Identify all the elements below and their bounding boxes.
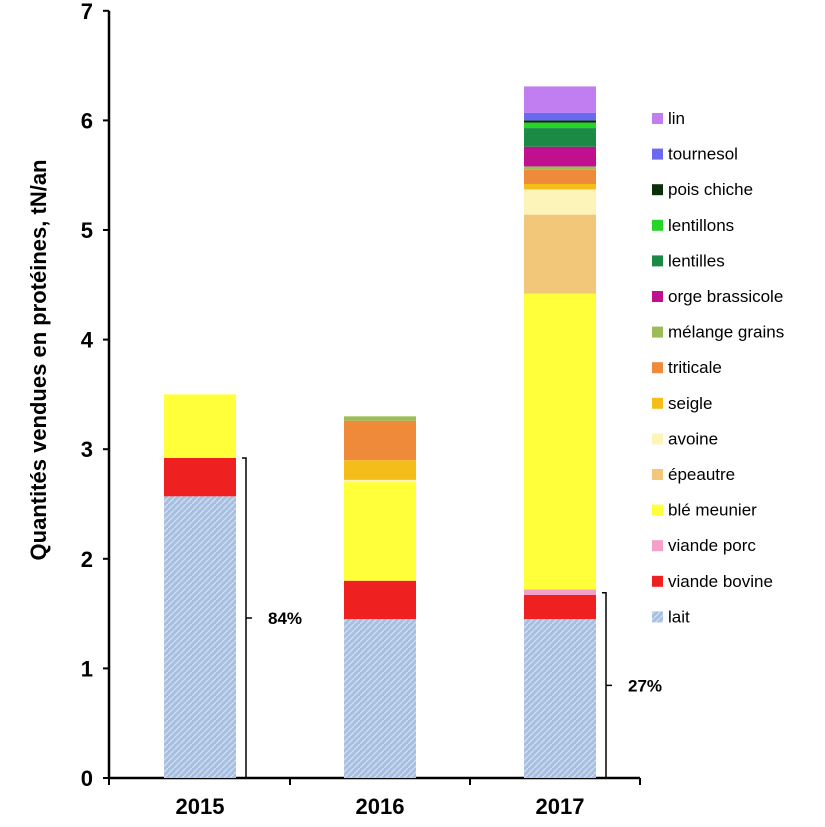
legend-label-tournesol: tournesol (668, 145, 738, 164)
y-tick-label: 4 (81, 328, 94, 353)
y-tick-label: 2 (81, 547, 93, 572)
legend-swatch-ble-meunier (652, 504, 663, 516)
legend-label-lait: lait (668, 607, 690, 626)
bar-segment-ble-meunier (344, 482, 416, 581)
legend-swatch-melange-grains (652, 326, 663, 338)
legend-label-pois-chiche: pois chiche (668, 180, 753, 199)
y-tick-label: 6 (81, 108, 93, 133)
bar-segment-ble-meunier (164, 394, 236, 458)
legend-swatch-lait (652, 611, 663, 623)
bar-segment-lait (344, 619, 416, 778)
x-category-label: 2017 (536, 794, 585, 819)
bar-segment-avoine (344, 479, 416, 483)
legend-swatch-viande-porc (652, 540, 663, 552)
legend-label-viande-bovine: viande bovine (668, 572, 773, 591)
bar-segment-lin (524, 86, 596, 113)
legend-swatch-tournesol (652, 148, 663, 160)
bar-segment-viande-bovine (344, 580, 416, 620)
bar-segment-seigle (344, 460, 416, 480)
bar-segment-pois-chiche (524, 120, 596, 123)
bar-segment-orge-brassicole (524, 146, 596, 167)
legend-label-orge-brassicole: orge brassicole (668, 287, 783, 306)
legend-label-triticale: triticale (668, 358, 722, 377)
bar-segment-triticale (524, 169, 596, 184)
annotation-bracket (242, 457, 252, 779)
legend-swatch-triticale (652, 362, 663, 374)
legend-label-lin: lin (668, 109, 685, 128)
bar-segment-epeautre (524, 214, 596, 294)
bar-segment-melange-grains (524, 166, 596, 170)
bar-segment-seigle (524, 183, 596, 190)
y-tick-label: 0 (81, 766, 93, 791)
y-tick-label: 3 (81, 437, 93, 462)
legend-label-lentillons: lentillons (668, 216, 734, 235)
legend-swatch-lentilles (652, 255, 663, 267)
bar-segment-avoine (524, 189, 596, 215)
legend-swatch-epeautre (652, 469, 663, 480)
legend-swatch-seigle (652, 397, 663, 409)
y-axis-title-group: Quantités vendues en protéines, tN/an (26, 160, 51, 561)
bar-segment-melange-grains (344, 416, 416, 421)
bar-segment-triticale (344, 420, 416, 461)
x-category-label: 2015 (176, 794, 225, 819)
bar-segment-lait (524, 619, 596, 778)
legend-label-epeautre: épeautre (668, 465, 735, 484)
x-category-label: 2016 (356, 794, 405, 819)
legend-swatch-viande-bovine (652, 575, 663, 587)
legend-label-viande-porc: viande porc (668, 536, 756, 555)
legend-swatch-pois-chiche (652, 184, 663, 196)
legend-swatch-lentillons (652, 219, 663, 231)
annotation-label: 84% (268, 609, 302, 628)
legend-label-melange-grains: mélange grains (668, 323, 784, 342)
y-axis-title: Quantités vendues en protéines, tN/an (26, 160, 51, 561)
legend-label-ble-meunier: blé meunier (668, 501, 757, 520)
y-tick-label: 1 (81, 656, 93, 681)
bar-segment-lait (164, 496, 236, 778)
bar-segment-viande-bovine (164, 457, 236, 497)
bar-segment-tournesol (524, 112, 596, 121)
legend-swatch-orge-brassicole (652, 291, 663, 302)
legend-label-avoine: avoine (668, 429, 718, 448)
bar-segment-lentillons (524, 122, 596, 129)
legend-swatch-avoine (652, 433, 663, 445)
legend: lin tournesol pois chiche lentillons lentill… (652, 109, 784, 626)
y-tick-label: 5 (81, 218, 93, 243)
legend-label-seigle: seigle (668, 394, 712, 413)
bar-segment-lentilles (524, 128, 596, 147)
legend-swatch-lin (652, 113, 663, 124)
annotation-label: 27% (628, 676, 662, 695)
bar-segment-viande-porc (524, 589, 596, 595)
plot-area: 0 1 2 3 4 5 6 7 2015 2016 2017 84% 27% (81, 0, 662, 819)
annotation-bracket (602, 592, 612, 779)
bar-segment-viande-bovine (524, 594, 596, 620)
y-tick-label: 7 (81, 0, 93, 24)
legend-label-lentilles: lentilles (668, 251, 725, 270)
bar-segment-ble-meunier (524, 293, 596, 590)
